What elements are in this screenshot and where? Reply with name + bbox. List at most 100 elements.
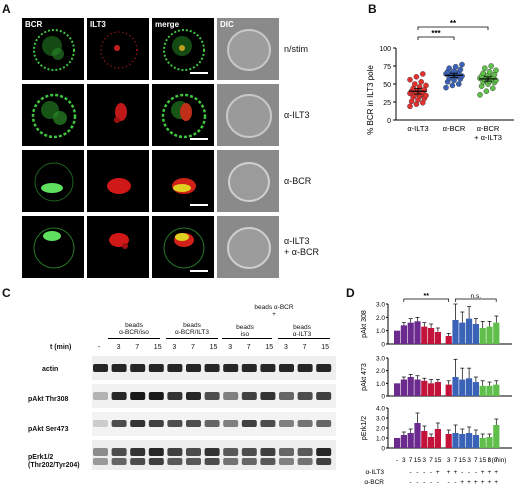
- y-tick-label: 1.0: [376, 328, 385, 335]
- bar: [466, 433, 473, 448]
- y-tick-label: 3.0: [376, 416, 385, 423]
- blot-band: [130, 448, 146, 456]
- significance-label: **: [450, 19, 457, 28]
- time-point-label: 3: [116, 344, 121, 351]
- bar: [400, 379, 407, 396]
- micrograph-merge-nstim: merge: [152, 18, 214, 80]
- treatment-sign: -: [454, 479, 456, 486]
- treatment-sign: -: [468, 469, 470, 476]
- treatment-sign: -: [430, 469, 432, 476]
- blot-band: [167, 392, 183, 400]
- y-tick-label: 25: [383, 100, 391, 107]
- bar: [486, 326, 493, 344]
- blot-band: [316, 364, 332, 372]
- time-point-label: 15: [459, 457, 467, 464]
- y-tick-label: 0: [381, 342, 385, 349]
- bar: [407, 377, 414, 396]
- significance-label: n.s.: [471, 293, 482, 300]
- group-label-top: beads α-BCR +: [254, 304, 294, 318]
- blot-band: [223, 364, 239, 372]
- time-point-label: 3: [488, 457, 492, 464]
- time-point-label: 7: [494, 457, 498, 464]
- treatment-sign: +: [494, 479, 498, 486]
- y-tick-label: 75: [383, 64, 391, 71]
- blot-band: [279, 448, 294, 456]
- data-point: [457, 66, 464, 73]
- blot-band: [111, 392, 127, 400]
- blot-band: [186, 458, 201, 465]
- treatment-sign: -: [423, 479, 425, 486]
- channel-header-ilt3: ILT3: [90, 20, 106, 29]
- bar: [428, 437, 435, 448]
- blot-band: [241, 364, 257, 372]
- data-point: [493, 67, 499, 74]
- treatment-sign: +: [447, 469, 451, 476]
- micrograph-merge-combo: [152, 216, 214, 278]
- blot-band: [148, 448, 164, 456]
- bar: [479, 438, 486, 448]
- bar: [434, 382, 441, 396]
- treatment-sign: -: [430, 479, 432, 486]
- bar: [472, 435, 479, 448]
- time-point-label: 7: [429, 457, 433, 464]
- y-axis-label: pAkt 473: [361, 363, 368, 391]
- treatment-sign: -: [461, 469, 463, 476]
- panel-label-d: D: [346, 286, 355, 300]
- bar: [452, 377, 459, 396]
- blot-band: [204, 364, 220, 372]
- time-point-label: 7: [454, 457, 458, 464]
- channel-header-dic: DIC: [220, 20, 234, 29]
- blot-band: [260, 392, 276, 400]
- blot-band: [186, 448, 201, 456]
- group-label-iso: beads iso: [236, 324, 254, 338]
- y-tick-label: 2.0: [376, 315, 385, 322]
- micrograph-dic-ailt3: [217, 84, 279, 146]
- treatment-sign: +: [494, 469, 498, 476]
- bar: [479, 328, 486, 344]
- bar: [486, 385, 493, 396]
- micrograph-bcr-combo: [22, 216, 84, 278]
- bar: [421, 431, 428, 448]
- blot-band: [148, 392, 164, 400]
- micrograph-bcr-nstim: BCR: [22, 18, 84, 80]
- scale-bar: [190, 138, 208, 140]
- blot-band: [297, 458, 313, 465]
- blot-band: [148, 458, 164, 465]
- blot-band: [204, 392, 220, 400]
- panel-label-b: B: [368, 2, 377, 16]
- time-point-label: 7: [191, 344, 195, 351]
- time-point-label: 15: [265, 344, 274, 351]
- blot-label-pakt473: pAkt Ser473: [28, 426, 69, 433]
- bar: [493, 384, 500, 396]
- blot-band: [297, 448, 313, 456]
- data-point: [456, 81, 462, 87]
- x-category-label: α-ILT3: [407, 124, 428, 133]
- blot-band: [111, 420, 127, 427]
- micrograph-bcr-abcr: [22, 150, 84, 212]
- channel-header-merge: merge: [155, 20, 180, 29]
- bar: [428, 328, 435, 344]
- blot-band: [316, 392, 332, 400]
- y-axis-label: pErk1/2: [361, 416, 368, 440]
- blot-band: [93, 420, 108, 427]
- treatment-sign: +: [454, 469, 458, 476]
- data-point: [420, 71, 426, 77]
- data-point: [486, 68, 493, 75]
- data-point: [459, 61, 465, 68]
- treatment-sign: +: [436, 469, 440, 476]
- data-point: [407, 103, 413, 110]
- scale-bar: [190, 204, 208, 206]
- time-point-label: 7: [246, 344, 251, 351]
- microscopy-grid: BCR ILT3 merge DIC: [22, 18, 322, 278]
- micrograph-dic-combo: [217, 216, 279, 278]
- data-point: [477, 92, 483, 98]
- time-point-label: 15: [434, 457, 442, 464]
- group-bracket: [108, 338, 160, 339]
- blot-band: [186, 420, 201, 427]
- micrograph-ilt3-nstim: ILT3: [87, 18, 149, 80]
- blot-band: [279, 392, 294, 400]
- bar: [414, 321, 421, 344]
- time-point-label: 7: [135, 344, 140, 351]
- time-point-label: 7: [302, 344, 307, 351]
- group-label-ailt3: beads α-ILT3: [292, 324, 312, 338]
